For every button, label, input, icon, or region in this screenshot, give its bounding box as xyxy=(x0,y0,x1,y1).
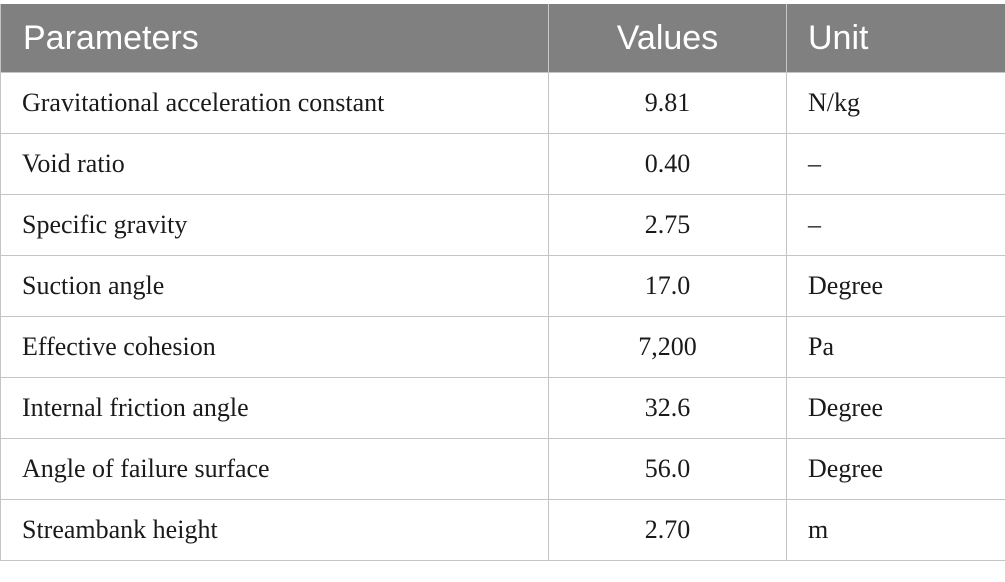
parameter-cell: Internal friction angle xyxy=(0,377,549,439)
value-cell: 0.40 xyxy=(548,133,787,195)
value-cell: 17.0 xyxy=(548,255,787,317)
unit-cell: N/kg xyxy=(786,72,1005,134)
parameter-cell: Streambank height xyxy=(0,499,549,561)
unit-cell: Degree xyxy=(786,438,1005,500)
unit-cell: – xyxy=(786,194,1005,256)
value-cell: 2.75 xyxy=(548,194,787,256)
table-row: Angle of failure surface 56.0 Degree xyxy=(0,438,1005,500)
parameter-cell: Suction angle xyxy=(0,255,549,317)
unit-cell: Pa xyxy=(786,316,1005,378)
value-cell: 2.70 xyxy=(548,499,787,561)
value-cell: 7,200 xyxy=(548,316,787,378)
table-row: Gravitational acceleration constant 9.81… xyxy=(0,72,1005,134)
unit-cell: Degree xyxy=(786,377,1005,439)
table-body: Gravitational acceleration constant 9.81… xyxy=(0,72,1005,561)
value-cell: 32.6 xyxy=(548,377,787,439)
table-row: Void ratio 0.40 – xyxy=(0,133,1005,195)
unit-cell: Degree xyxy=(786,255,1005,317)
table-header: Parameters Values Unit xyxy=(0,4,1005,73)
header-values: Values xyxy=(548,4,787,73)
value-cell: 56.0 xyxy=(548,438,787,500)
header-unit: Unit xyxy=(786,4,1005,73)
unit-cell: – xyxy=(786,133,1005,195)
parameter-cell: Angle of failure surface xyxy=(0,438,549,500)
table-row: Streambank height 2.70 m xyxy=(0,499,1005,561)
parameter-cell: Effective cohesion xyxy=(0,316,549,378)
table-row: Suction angle 17.0 Degree xyxy=(0,255,1005,317)
header-row: Parameters Values Unit xyxy=(0,4,1005,73)
parameter-cell: Void ratio xyxy=(0,133,549,195)
parameter-cell: Specific gravity xyxy=(0,194,549,256)
table-row: Specific gravity 2.75 – xyxy=(0,194,1005,256)
parameters-table: Parameters Values Unit Gravitational acc… xyxy=(0,4,1005,561)
table-row: Effective cohesion 7,200 Pa xyxy=(0,316,1005,378)
value-cell: 9.81 xyxy=(548,72,787,134)
parameter-cell: Gravitational acceleration constant xyxy=(0,72,549,134)
header-parameters: Parameters xyxy=(0,4,549,73)
table-row: Internal friction angle 32.6 Degree xyxy=(0,377,1005,439)
unit-cell: m xyxy=(786,499,1005,561)
